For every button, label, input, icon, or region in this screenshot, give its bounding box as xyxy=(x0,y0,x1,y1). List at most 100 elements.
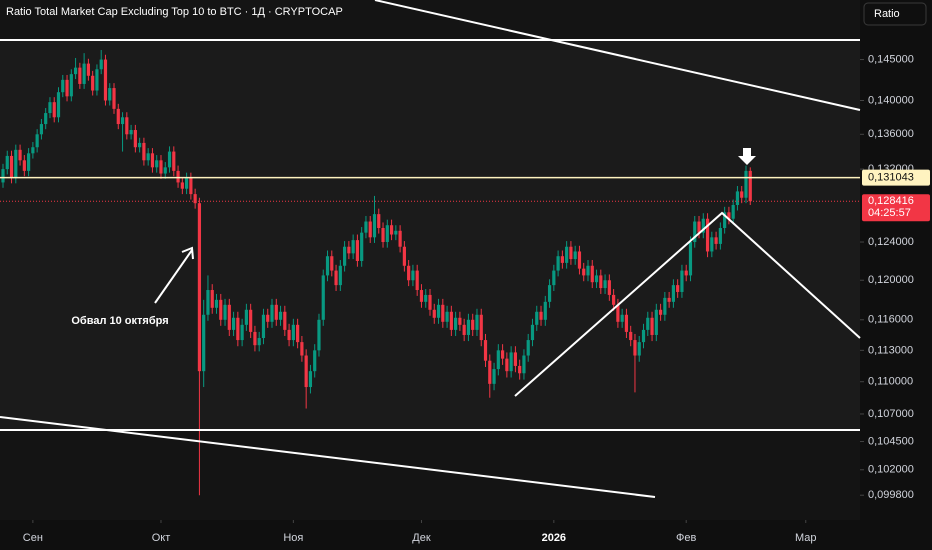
candle-body xyxy=(633,340,637,356)
scale-button[interactable] xyxy=(863,2,927,26)
candle-body xyxy=(385,225,389,243)
candle-body xyxy=(705,218,710,252)
candle-body xyxy=(159,160,163,174)
candle-body xyxy=(466,319,471,335)
candle-body xyxy=(22,160,26,171)
candle-body xyxy=(650,317,654,335)
candle-body xyxy=(240,324,244,341)
candle-body xyxy=(202,314,206,372)
candle-body xyxy=(530,324,535,341)
candle-body xyxy=(9,155,14,178)
candle-body xyxy=(18,149,22,161)
marks xyxy=(0,49,860,496)
candle-body xyxy=(334,270,338,286)
candle-body xyxy=(586,265,590,276)
candle-body xyxy=(35,134,39,148)
candle-body xyxy=(210,290,214,308)
y-tick-label: 0,102000 xyxy=(868,464,914,476)
candle-body xyxy=(641,329,646,343)
candle-body xyxy=(351,240,355,254)
candle-body xyxy=(483,340,488,361)
candle-body xyxy=(231,317,236,330)
candle-body xyxy=(138,142,142,148)
candle-body xyxy=(274,304,278,320)
candle-body xyxy=(214,299,219,308)
candle-body xyxy=(180,182,184,189)
candle-body xyxy=(556,256,560,271)
candle-body xyxy=(436,304,441,318)
down-arrow xyxy=(738,148,756,165)
candle-body xyxy=(278,311,283,320)
y-tick-label: 0,107000 xyxy=(868,408,914,420)
candle-body xyxy=(582,268,586,276)
candle-body xyxy=(223,304,227,320)
candle-body xyxy=(543,301,547,320)
candle-body xyxy=(441,304,445,322)
candle-body xyxy=(646,317,650,330)
candle-body xyxy=(108,88,112,101)
candle-body xyxy=(620,314,624,322)
candle-body xyxy=(99,59,103,70)
candle-body xyxy=(419,290,424,302)
chart-title: Ratio Total Market Cap Excluding Top 10 … xyxy=(6,6,343,18)
candle-body xyxy=(249,309,253,332)
candle-body xyxy=(197,203,202,372)
x-tick-label: Сен xyxy=(23,532,43,544)
candle-body xyxy=(475,314,479,330)
candle-body xyxy=(458,317,462,325)
x-tick-label: 2026 xyxy=(542,532,566,544)
candle-body xyxy=(667,297,671,302)
candle-body xyxy=(73,67,78,75)
candle-body xyxy=(381,227,385,243)
candle-body xyxy=(61,79,65,93)
candle-body xyxy=(65,79,69,97)
candle-body xyxy=(360,232,364,261)
candle-body xyxy=(27,153,31,171)
candle-body xyxy=(740,191,744,198)
drawing-line xyxy=(374,0,861,111)
candle-body xyxy=(496,350,500,370)
candle-body xyxy=(539,311,543,320)
candle-body xyxy=(449,311,453,330)
candle-body xyxy=(342,246,347,266)
candle-body xyxy=(44,113,48,125)
candle-body xyxy=(616,304,620,322)
candle-body xyxy=(573,251,577,260)
candle-body xyxy=(142,142,146,161)
candle-body xyxy=(731,204,735,219)
candle-body xyxy=(723,212,727,228)
candle-body xyxy=(129,130,133,135)
x-tick-label: Дек xyxy=(412,532,431,544)
x-tick-label: Мар xyxy=(795,532,817,544)
candle-body xyxy=(411,270,415,281)
candle-body xyxy=(283,311,287,330)
drawings xyxy=(0,0,861,498)
candle-body xyxy=(629,331,633,341)
candle-body xyxy=(560,256,564,263)
candle-body xyxy=(676,285,680,292)
candle-body xyxy=(300,342,304,356)
candle-body xyxy=(684,270,688,276)
candle-body xyxy=(445,311,449,322)
candle-body xyxy=(86,63,90,76)
candle-body xyxy=(163,167,167,174)
y-tick-label: 0,145000 xyxy=(868,53,914,65)
candle-body xyxy=(291,324,295,341)
candle-body xyxy=(663,297,667,315)
candle-body xyxy=(688,242,693,276)
arrow xyxy=(154,249,193,304)
scale-button-label[interactable]: Ratio xyxy=(874,8,900,20)
y-tick-label: 0,140000 xyxy=(868,94,914,106)
candle-body xyxy=(552,270,556,286)
candle-body xyxy=(227,304,231,330)
candle-body xyxy=(368,221,372,238)
x-tick-label: Ноя xyxy=(283,532,303,544)
candle-body xyxy=(116,108,120,125)
candle-body xyxy=(590,265,594,283)
candle-body xyxy=(236,317,240,341)
candle-body xyxy=(509,352,513,372)
candle-body xyxy=(394,230,398,235)
candle-body xyxy=(5,155,9,170)
